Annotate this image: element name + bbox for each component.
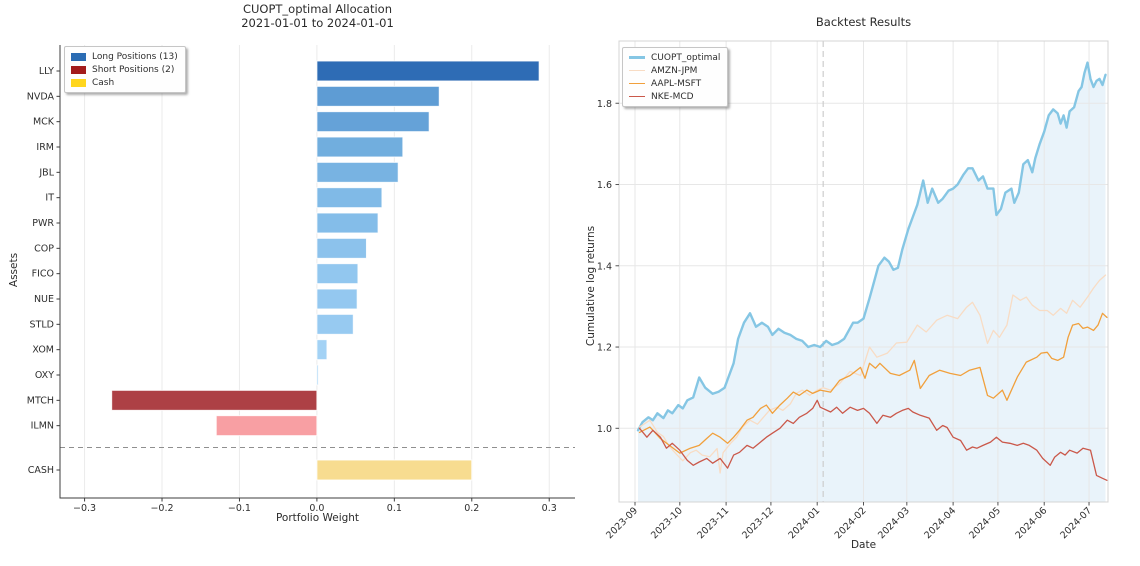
bar-LLY bbox=[316, 60, 540, 82]
x-tick-label-2024-05: 2024-05 bbox=[967, 505, 1003, 541]
legend-label: Cash bbox=[92, 77, 115, 88]
x-tick-label: −0.2 bbox=[150, 503, 173, 514]
cuopt-line-swatch bbox=[629, 56, 645, 59]
x-tick-label-2024-02: 2024-02 bbox=[833, 505, 869, 541]
y-tick-label: 1.0 bbox=[597, 424, 612, 435]
backtest-y-axis-label: Cumulative log returns bbox=[585, 225, 597, 347]
legend-label: AMZN-JPM bbox=[651, 65, 698, 76]
bar-CASH bbox=[316, 459, 473, 481]
x-tick-label-2023-11: 2023-11 bbox=[695, 505, 731, 541]
bar-PWR bbox=[316, 212, 379, 234]
y-tick-label-OXY: OXY bbox=[35, 370, 54, 381]
y-tick-label-IRM: IRM bbox=[36, 142, 54, 153]
legend-item-amzn-jpm: AMZN-JPM bbox=[629, 64, 720, 77]
y-tick-label-STLD: STLD bbox=[30, 319, 54, 330]
legend-item-long: Long Positions (13) bbox=[71, 50, 178, 63]
legend-item-nke-mcd: NKE-MCD bbox=[629, 90, 720, 103]
x-tick-label-2023-12: 2023-12 bbox=[740, 505, 776, 541]
bar-ILMN bbox=[215, 415, 318, 437]
bar-NUE bbox=[316, 288, 358, 310]
allocation-chart-title: CUOPT_optimal Allocation 2021-01-01 to 2… bbox=[60, 2, 575, 30]
series-line-NKE-MCD bbox=[638, 399, 1108, 481]
x-tick-label-2024-06: 2024-06 bbox=[1013, 505, 1049, 541]
x-tick-label: 0.2 bbox=[464, 503, 479, 514]
legend-label: CUOPT_optimal bbox=[651, 52, 721, 63]
series-line-AAPL-MSFT bbox=[638, 312, 1108, 454]
bar-STLD bbox=[316, 313, 354, 335]
y-tick-label-NVDA: NVDA bbox=[27, 91, 55, 102]
x-tick-label-2024-07: 2024-07 bbox=[1058, 505, 1094, 541]
nke-mcd-line-swatch bbox=[629, 95, 645, 98]
series-line-AMZN-JPM bbox=[638, 274, 1107, 474]
x-tick-label: 0.0 bbox=[309, 503, 324, 514]
y-tick-label-COP: COP bbox=[34, 243, 54, 254]
y-tick-label-MCK: MCK bbox=[33, 117, 55, 128]
bar-XOM bbox=[316, 339, 328, 361]
y-tick-label-XOM: XOM bbox=[32, 345, 54, 356]
cuopt-area-fill bbox=[638, 62, 1106, 502]
short-positions-swatch bbox=[71, 65, 86, 74]
y-tick-label-NUE: NUE bbox=[34, 294, 54, 305]
bar-MCK bbox=[316, 111, 430, 133]
backtest-legend: CUOPT_optimal AMZN-JPM AAPL-MSFT NKE-MCD bbox=[622, 47, 729, 107]
allocation-title-line1: CUOPT_optimal Allocation bbox=[242, 2, 393, 16]
y-tick-label: 1.4 bbox=[597, 261, 612, 272]
y-tick-label-IT: IT bbox=[45, 193, 54, 204]
allocation-title-line2: 2021-01-01 to 2024-01-01 bbox=[241, 16, 394, 30]
legend-label: Long Positions (13) bbox=[92, 51, 178, 62]
y-tick-label-MTCH: MTCH bbox=[27, 395, 54, 406]
legend-item-aapl-msft: AAPL-MSFT bbox=[629, 77, 720, 90]
aapl-msft-line-swatch bbox=[629, 82, 645, 85]
y-tick-label: 1.8 bbox=[597, 99, 612, 110]
series-line-CUOPT_optimal bbox=[636, 61, 1107, 432]
amzn-jpm-line-swatch bbox=[629, 69, 645, 72]
y-tick-label-ILMN: ILMN bbox=[31, 421, 54, 432]
x-tick-label-2024-04: 2024-04 bbox=[922, 505, 958, 541]
y-tick-label-FICO: FICO bbox=[32, 269, 54, 280]
legend-label: NKE-MCD bbox=[651, 91, 694, 102]
x-tick-label-2023-10: 2023-10 bbox=[649, 505, 685, 541]
x-tick-label: 0.3 bbox=[542, 503, 557, 514]
bar-IRM bbox=[316, 136, 404, 158]
allocation-y-axis-label: Assets bbox=[8, 252, 20, 288]
bar-JBL bbox=[316, 161, 399, 183]
cash-swatch bbox=[71, 78, 86, 87]
allocation-x-axis-label: Portfolio Weight bbox=[275, 512, 360, 524]
bar-NVDA bbox=[316, 85, 440, 107]
bar-FICO bbox=[316, 263, 359, 285]
allocation-legend: Long Positions (13) Short Positions (2) … bbox=[64, 46, 186, 93]
long-positions-swatch bbox=[71, 52, 86, 61]
bar-MTCH bbox=[111, 389, 318, 411]
legend-item-short: Short Positions (2) bbox=[71, 63, 178, 76]
x-tick-label-2024-01: 2024-01 bbox=[786, 505, 822, 541]
bar-OXY bbox=[316, 364, 319, 386]
x-tick-label: −0.3 bbox=[73, 503, 96, 514]
y-tick-label: 1.6 bbox=[597, 180, 612, 191]
y-tick-label-JBL: JBL bbox=[38, 167, 54, 178]
legend-label: AAPL-MSFT bbox=[651, 78, 702, 89]
bar-IT bbox=[316, 187, 383, 209]
backtest-x-axis-label: Date bbox=[850, 539, 877, 551]
legend-label: Short Positions (2) bbox=[92, 64, 175, 75]
x-tick-label: −0.1 bbox=[228, 503, 251, 514]
x-tick-label-2024-03: 2024-03 bbox=[876, 505, 912, 541]
y-tick-label: 1.2 bbox=[597, 343, 612, 354]
y-tick-label-LLY: LLY bbox=[39, 66, 54, 77]
bar-COP bbox=[316, 237, 367, 259]
legend-item-cash: Cash bbox=[71, 76, 178, 89]
y-tick-label-CASH: CASH bbox=[28, 465, 54, 476]
x-tick-label-2023-09: 2023-09 bbox=[604, 505, 640, 541]
legend-item-cuopt: CUOPT_optimal bbox=[629, 51, 720, 64]
x-tick-label: 0.1 bbox=[387, 503, 402, 514]
backtest-chart-title: Backtest Results bbox=[815, 15, 912, 29]
y-tick-label-PWR: PWR bbox=[32, 218, 54, 229]
